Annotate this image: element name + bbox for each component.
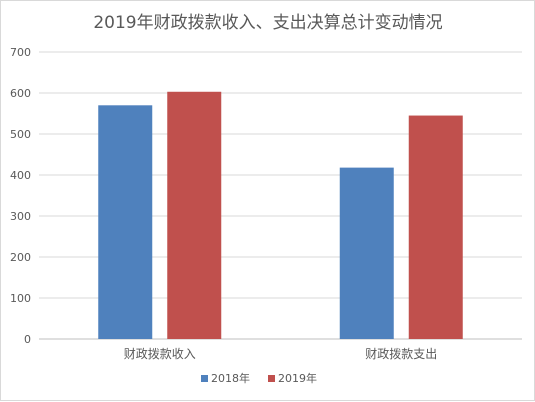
legend-label: 2018年 (211, 371, 250, 385)
axis-layer: 0 100 200 300 400 500 600 700 财政拨款收入 财政拨款支出 (10, 46, 437, 361)
y-tick-label: 200 (10, 251, 31, 264)
bar-series1-cat2 (339, 167, 394, 339)
y-tick-label: 400 (10, 169, 31, 182)
y-tick-label: 0 (24, 333, 31, 346)
y-tick-label: 600 (10, 87, 31, 100)
legend-label: 2019年 (278, 371, 317, 385)
legend-swatch (201, 375, 208, 382)
x-category-label: 财政拨款支出 (365, 347, 437, 361)
x-category-label: 财政拨款收入 (124, 347, 196, 361)
y-tick-label: 700 (10, 46, 31, 59)
bar-series1-cat1 (98, 105, 153, 339)
chart-title: 2019年财政拨款收入、支出决算总计变动情况 (93, 13, 442, 33)
y-tick-label: 300 (10, 210, 31, 223)
y-tick-label: 500 (10, 128, 31, 141)
legend: 2018年 2019年 (201, 371, 317, 385)
y-tick-label: 100 (10, 292, 31, 305)
bar-layer (98, 91, 463, 340)
legend-swatch (268, 375, 275, 382)
bar-series2-cat1 (167, 91, 222, 340)
bar-series2-cat2 (408, 115, 463, 339)
